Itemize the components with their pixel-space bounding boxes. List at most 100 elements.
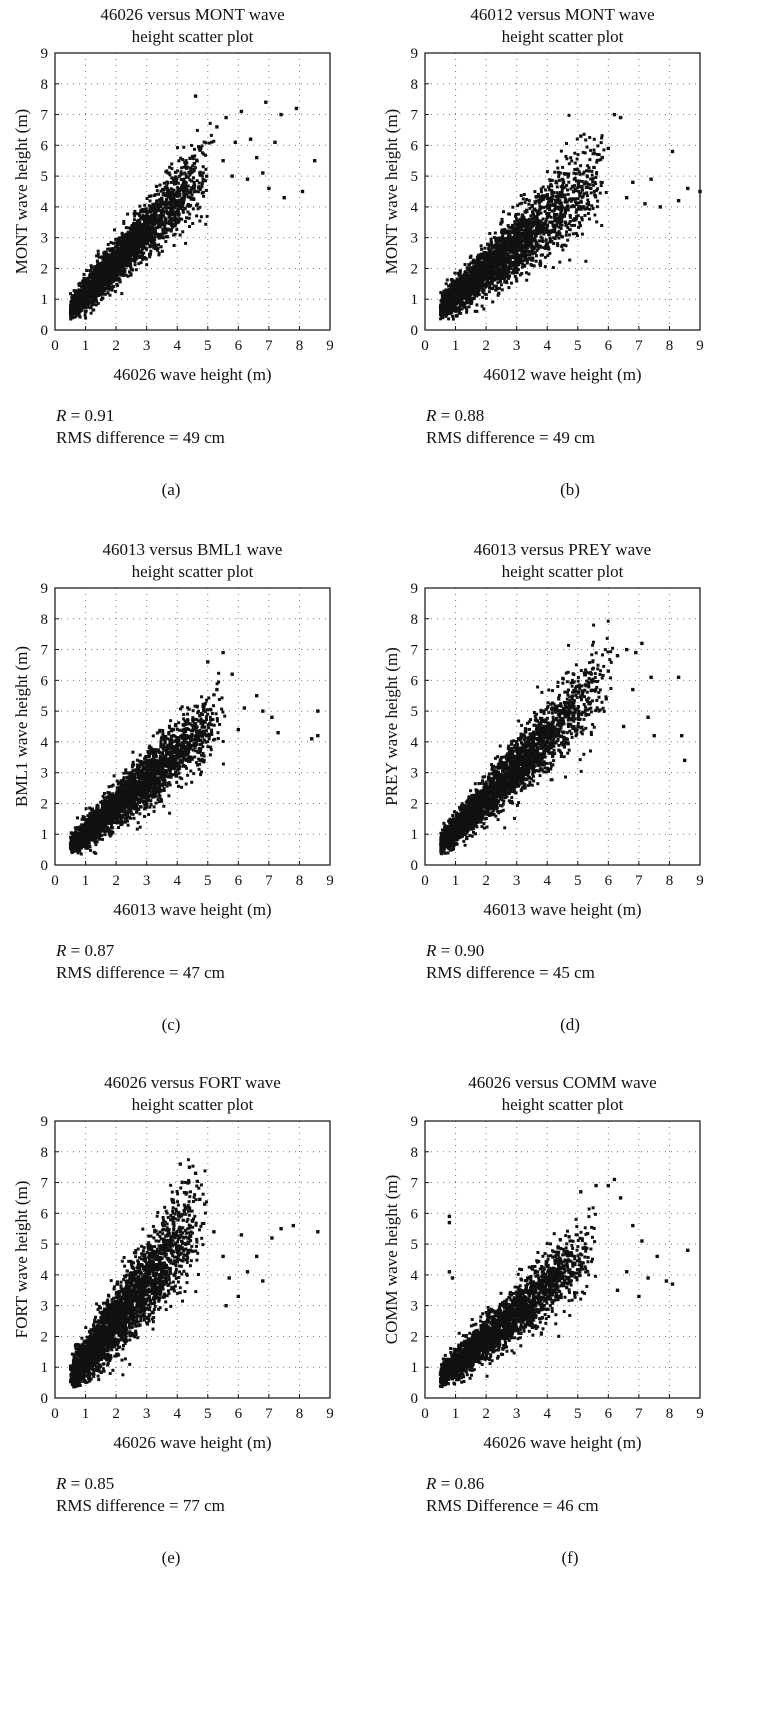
data-point bbox=[560, 205, 564, 209]
data-point bbox=[83, 279, 87, 283]
data-point bbox=[498, 286, 502, 290]
data-point bbox=[538, 231, 541, 235]
data-point bbox=[476, 255, 479, 259]
data-point bbox=[499, 269, 503, 273]
data-point bbox=[509, 264, 513, 267]
data-point bbox=[96, 249, 100, 253]
data-point bbox=[586, 186, 590, 190]
data-point bbox=[100, 291, 104, 295]
data-point bbox=[148, 210, 152, 214]
data-point bbox=[119, 242, 123, 246]
data-point bbox=[556, 244, 560, 248]
data-point bbox=[96, 252, 100, 256]
data-point bbox=[190, 154, 194, 158]
data-point bbox=[522, 228, 526, 232]
data-point bbox=[68, 312, 72, 316]
data-point bbox=[200, 184, 204, 188]
chart-title-line: 46026 versus MONT wave bbox=[100, 5, 284, 24]
data-point bbox=[504, 249, 507, 253]
data-point bbox=[200, 191, 204, 195]
data-point bbox=[599, 184, 603, 188]
data-point bbox=[209, 133, 213, 137]
data-point bbox=[485, 267, 489, 271]
data-point bbox=[71, 299, 75, 303]
data-point bbox=[108, 247, 112, 251]
data-point bbox=[78, 310, 82, 314]
data-point bbox=[439, 299, 443, 303]
data-point bbox=[555, 220, 559, 224]
data-point bbox=[136, 238, 140, 242]
data-point bbox=[159, 209, 163, 213]
data-point bbox=[565, 200, 569, 204]
data-point bbox=[547, 185, 550, 189]
data-point bbox=[101, 282, 105, 286]
data-point bbox=[602, 148, 606, 152]
data-point bbox=[529, 232, 533, 236]
data-point bbox=[577, 170, 581, 174]
x-tick-label: 8 bbox=[296, 338, 304, 354]
data-point bbox=[130, 251, 134, 255]
data-point bbox=[571, 197, 575, 201]
data-point bbox=[174, 179, 178, 183]
data-point bbox=[590, 173, 594, 177]
data-point bbox=[120, 273, 123, 277]
data-point bbox=[488, 232, 492, 235]
data-point bbox=[532, 264, 536, 268]
data-point bbox=[476, 262, 480, 266]
data-point bbox=[167, 191, 171, 195]
data-point bbox=[568, 220, 572, 223]
data-point bbox=[472, 283, 476, 287]
data-point bbox=[97, 255, 101, 259]
data-point bbox=[583, 214, 587, 217]
data-point bbox=[94, 292, 98, 296]
data-point bbox=[592, 151, 596, 155]
data-point bbox=[156, 224, 160, 228]
data-point bbox=[486, 272, 490, 276]
data-point bbox=[517, 230, 521, 234]
data-point bbox=[492, 236, 496, 239]
data-point bbox=[177, 174, 181, 178]
x-tick-label: 7 bbox=[265, 338, 273, 354]
data-point bbox=[110, 257, 114, 261]
data-point bbox=[571, 190, 575, 194]
data-point bbox=[169, 195, 173, 199]
data-point bbox=[475, 259, 479, 262]
data-point bbox=[170, 176, 174, 180]
data-point bbox=[99, 282, 103, 286]
data-point bbox=[99, 287, 103, 291]
data-point bbox=[577, 181, 581, 185]
data-point bbox=[113, 262, 117, 266]
data-point bbox=[166, 192, 170, 196]
data-point bbox=[507, 260, 511, 264]
data-point bbox=[490, 287, 494, 291]
data-point bbox=[186, 184, 190, 188]
data-point bbox=[126, 245, 130, 249]
data-point bbox=[576, 197, 580, 201]
data-point bbox=[116, 249, 120, 253]
data-point bbox=[147, 238, 151, 242]
data-point bbox=[129, 240, 133, 244]
data-point bbox=[88, 288, 92, 292]
x-tick-label: 5 bbox=[204, 338, 212, 354]
data-point bbox=[165, 235, 169, 239]
data-point bbox=[553, 230, 557, 234]
data-point bbox=[187, 170, 191, 174]
data-point bbox=[469, 261, 473, 265]
data-point bbox=[99, 268, 103, 272]
data-point bbox=[566, 204, 570, 208]
data-point bbox=[118, 280, 122, 284]
data-point bbox=[173, 224, 177, 228]
data-point bbox=[182, 194, 186, 198]
data-point bbox=[136, 223, 140, 226]
data-point bbox=[478, 286, 482, 290]
data-point bbox=[204, 167, 208, 171]
data-point bbox=[523, 217, 527, 221]
data-point bbox=[567, 222, 571, 226]
data-point bbox=[579, 200, 583, 204]
data-point bbox=[449, 278, 453, 281]
data-point bbox=[84, 316, 88, 320]
data-point bbox=[95, 278, 99, 282]
data-point bbox=[86, 303, 90, 307]
data-point bbox=[199, 147, 203, 151]
data-point bbox=[596, 187, 599, 191]
